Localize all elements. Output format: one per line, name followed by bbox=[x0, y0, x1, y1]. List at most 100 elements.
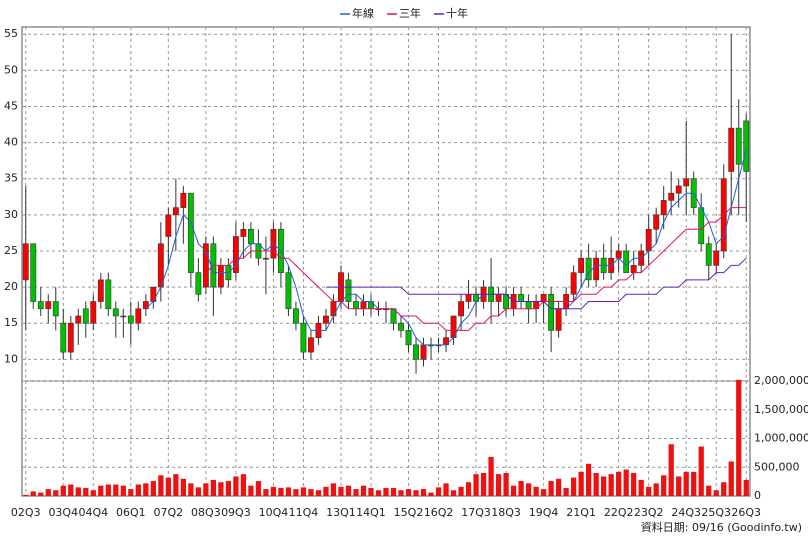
volume-bar bbox=[488, 456, 494, 496]
candle-body bbox=[262, 257, 269, 260]
candle-body bbox=[420, 344, 427, 360]
candle-body bbox=[413, 344, 419, 360]
x-tick-label: 18Q3 bbox=[491, 506, 521, 519]
volume-bar bbox=[210, 479, 217, 496]
volume-bar bbox=[473, 474, 479, 496]
candle-body bbox=[60, 322, 67, 353]
ma-line bbox=[205, 207, 747, 331]
volume-bar bbox=[548, 481, 554, 496]
volume-bar bbox=[398, 490, 404, 496]
candle-body bbox=[615, 250, 622, 259]
candle-body bbox=[458, 301, 464, 317]
volume-bar bbox=[465, 482, 472, 496]
volume-bar bbox=[323, 486, 329, 496]
candle-body bbox=[705, 243, 712, 266]
candle-body bbox=[90, 301, 97, 324]
candle-body bbox=[465, 294, 472, 302]
volume-bar bbox=[308, 489, 314, 496]
volume-bar bbox=[593, 473, 599, 496]
candle-body bbox=[345, 279, 352, 302]
candle-body bbox=[668, 192, 675, 201]
volume-bar bbox=[255, 481, 262, 496]
candle-body bbox=[308, 337, 314, 353]
volume-bar bbox=[263, 489, 269, 496]
candle-body bbox=[525, 301, 532, 310]
volume-bar bbox=[540, 489, 547, 496]
volume-bar bbox=[383, 487, 389, 496]
volume-bar bbox=[278, 487, 284, 496]
candle-body bbox=[217, 265, 224, 288]
volume-bar bbox=[353, 489, 359, 496]
volume-bar bbox=[413, 490, 419, 496]
volume-bar bbox=[158, 475, 164, 496]
volume-bar bbox=[428, 492, 434, 496]
candle-body bbox=[75, 315, 82, 324]
x-tick-label: 25Q3 bbox=[701, 506, 731, 519]
candle-body bbox=[518, 294, 525, 302]
volume-bar bbox=[188, 483, 194, 496]
x-tick-label: 11Q4 bbox=[289, 506, 319, 519]
volume-bar bbox=[360, 485, 367, 496]
candle-body bbox=[300, 322, 307, 353]
x-tick-label: 13Q1 bbox=[326, 506, 356, 519]
volume-bar bbox=[390, 487, 397, 496]
candle-body bbox=[698, 207, 705, 245]
candle-body bbox=[630, 265, 637, 273]
volume-bar bbox=[165, 477, 171, 496]
volume-bar bbox=[240, 474, 247, 496]
volume-bar bbox=[375, 490, 382, 496]
volume-bar bbox=[195, 487, 201, 496]
candle-body bbox=[743, 120, 750, 172]
volume-bar bbox=[53, 490, 59, 496]
volume-bar bbox=[128, 489, 134, 496]
volume-bar bbox=[60, 485, 66, 496]
x-tick-label: 24Q3 bbox=[671, 506, 701, 519]
volume-bar bbox=[173, 474, 179, 496]
candle-body bbox=[660, 200, 667, 216]
candle-body bbox=[30, 243, 37, 302]
volume-bar bbox=[503, 473, 509, 496]
candle-body bbox=[22, 243, 29, 281]
volume-bar bbox=[608, 474, 614, 496]
volume-bar bbox=[661, 475, 667, 496]
volume-bar bbox=[113, 484, 119, 496]
volume-bar bbox=[420, 489, 427, 496]
candle-body bbox=[172, 207, 179, 216]
candle-body bbox=[293, 308, 299, 324]
x-tick-label: 09Q3 bbox=[221, 506, 251, 519]
candle-body bbox=[653, 214, 660, 230]
candle-body bbox=[570, 272, 577, 295]
volume-bar bbox=[646, 486, 652, 496]
candle-body bbox=[555, 308, 562, 331]
y-tick-label: 50 bbox=[4, 63, 18, 76]
volume-bar bbox=[458, 486, 464, 496]
volume-bar bbox=[345, 485, 352, 496]
volume-bar bbox=[668, 444, 674, 496]
volume-bar bbox=[638, 479, 644, 496]
candle-body bbox=[105, 279, 112, 310]
candle-body bbox=[353, 301, 359, 310]
x-tick-label: 21Q1 bbox=[566, 506, 596, 519]
volume-bar bbox=[480, 473, 487, 496]
candle-body bbox=[360, 301, 367, 310]
volume-bar bbox=[315, 490, 322, 496]
candle-body bbox=[97, 279, 104, 302]
volume-bar bbox=[293, 489, 299, 496]
x-tick-label: 14Q1 bbox=[356, 506, 386, 519]
candle-body bbox=[165, 214, 172, 237]
volume-bar bbox=[713, 490, 719, 496]
y-tick-label: 30 bbox=[4, 208, 18, 221]
candle-body bbox=[285, 272, 292, 310]
volume-bar bbox=[203, 483, 209, 496]
volume-bar bbox=[218, 482, 224, 496]
candle-body bbox=[187, 192, 194, 273]
candle-body bbox=[330, 301, 337, 317]
volume-bar bbox=[300, 487, 307, 496]
volume-bar bbox=[435, 487, 442, 496]
candle-body bbox=[443, 337, 449, 346]
volume-bar bbox=[75, 487, 81, 496]
volume-bar bbox=[105, 484, 111, 496]
x-tick-label: 06Q1 bbox=[116, 506, 146, 519]
y2-tick-label: 0 bbox=[754, 489, 761, 502]
